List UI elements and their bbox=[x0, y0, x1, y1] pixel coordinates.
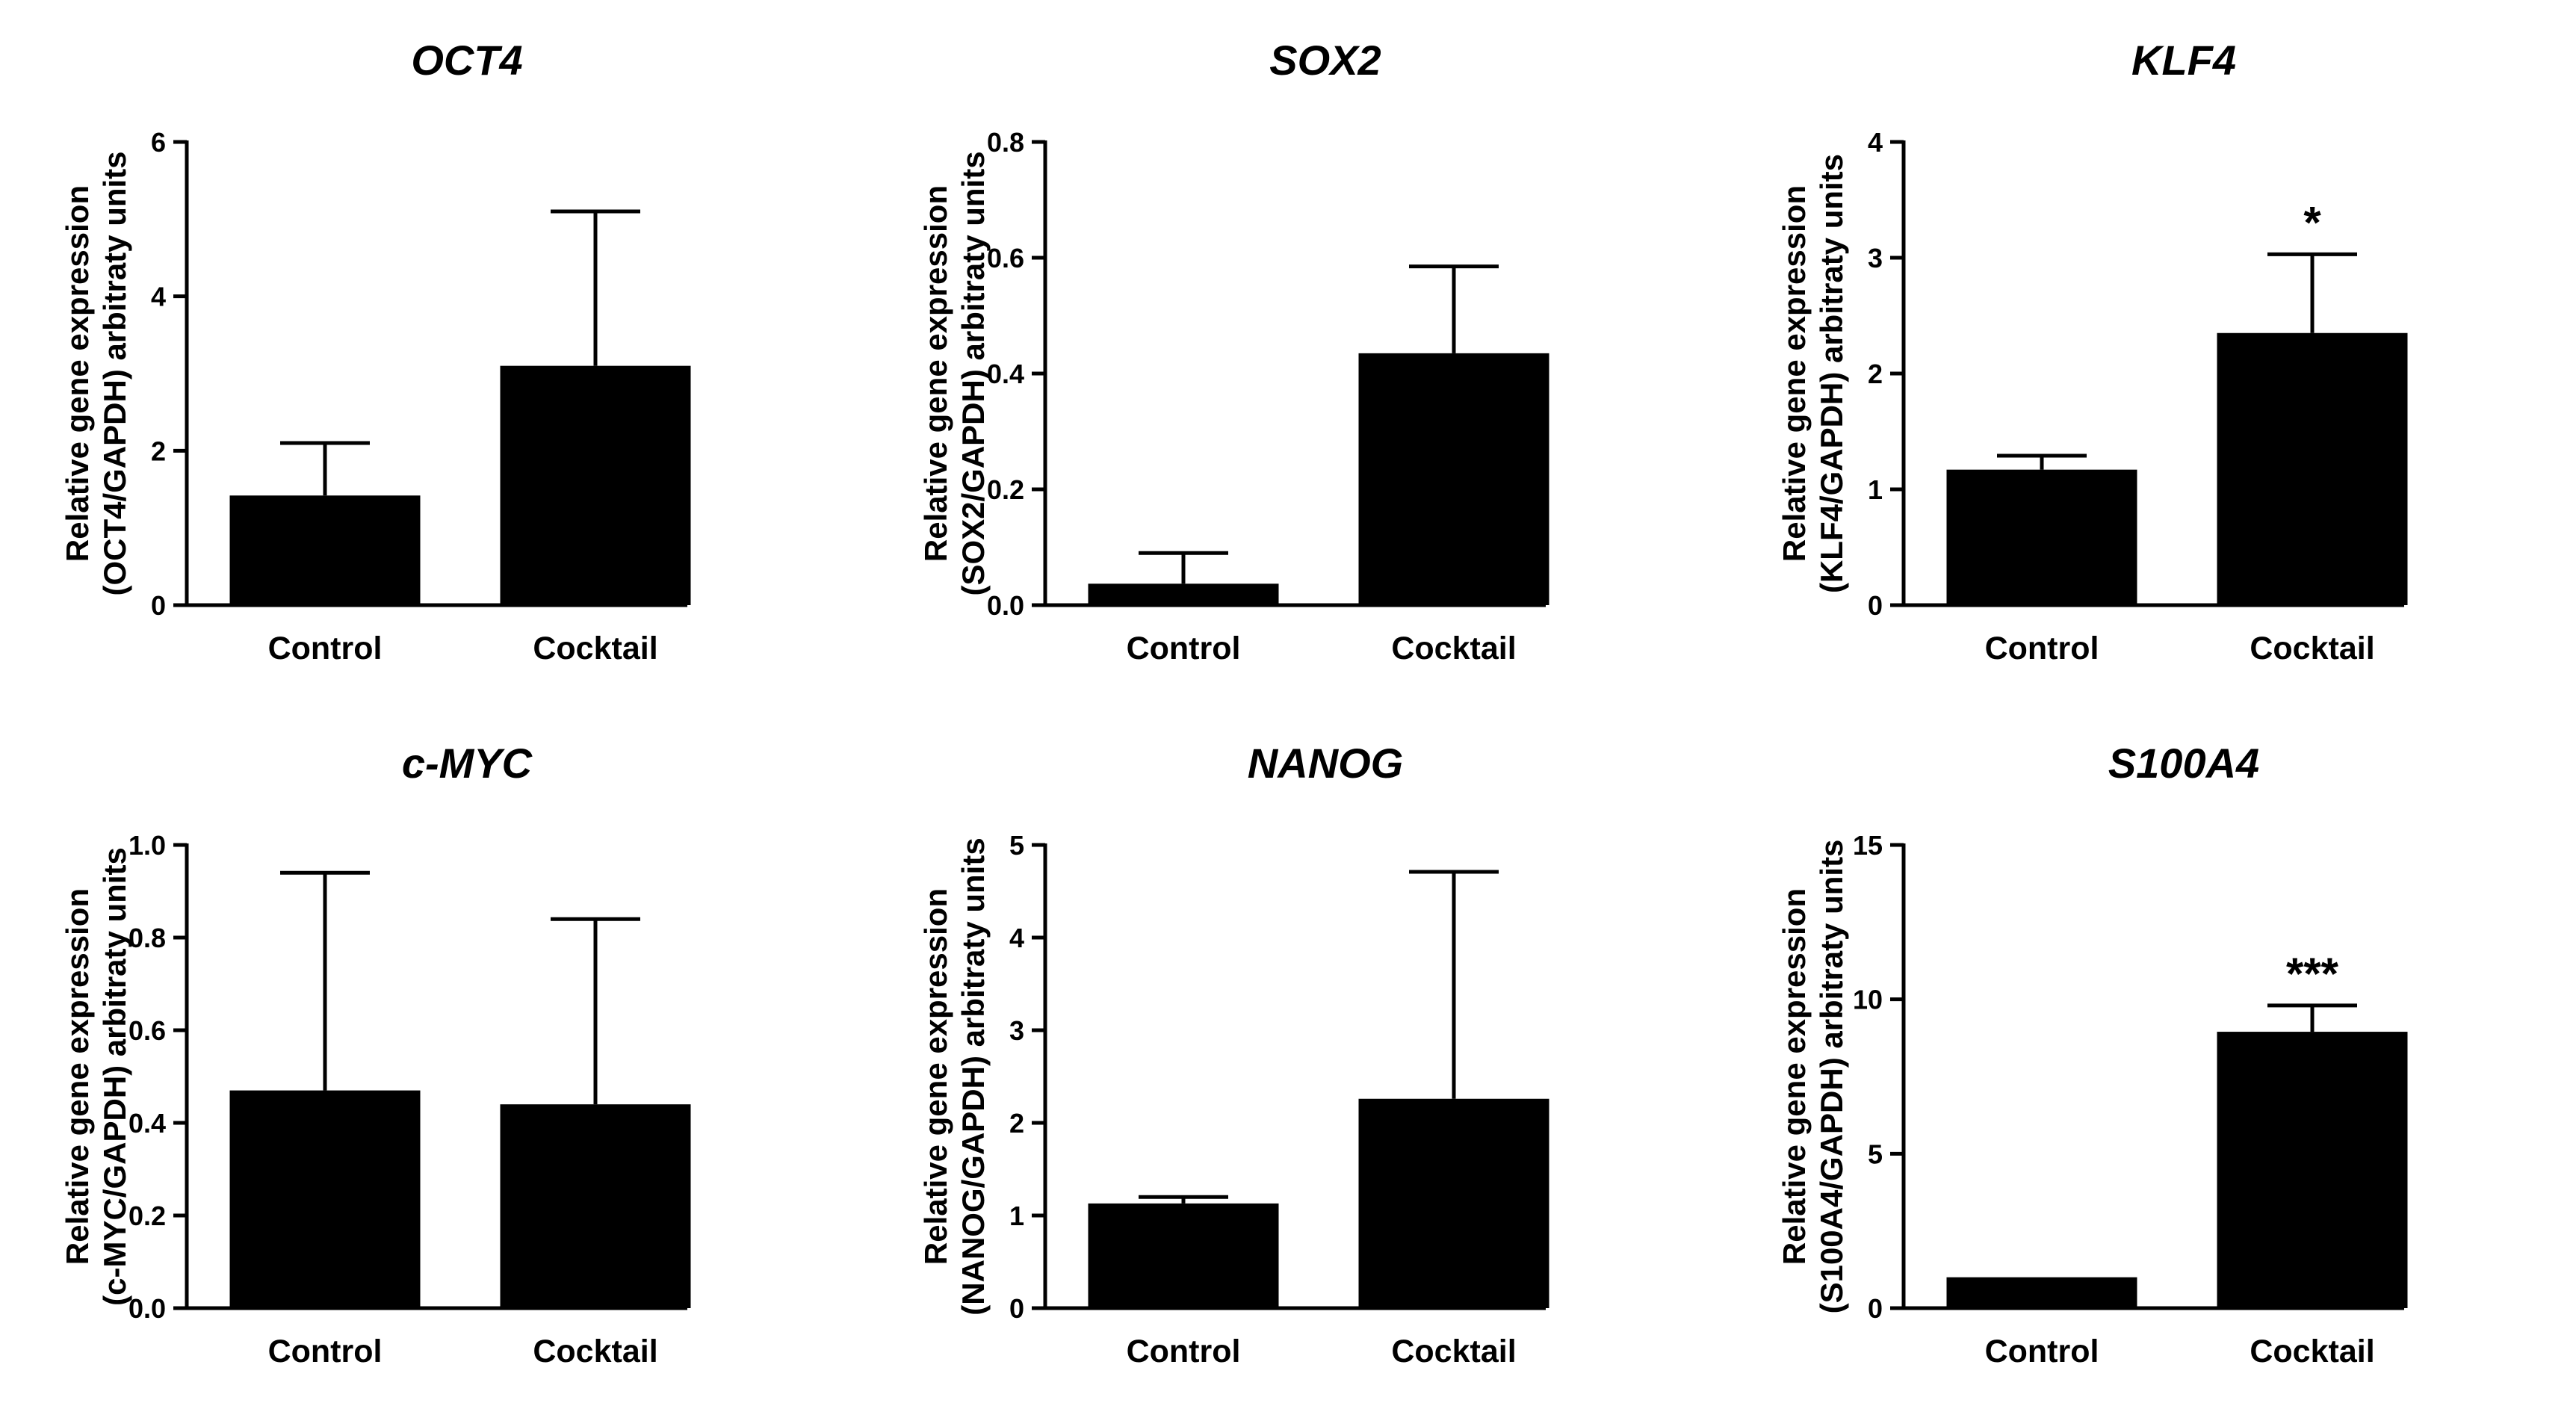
chart-svg: SOX2 Relative gene expression (SOX2/GAPDH)… bbox=[918, 37, 1549, 666]
x-category-label: Cocktail bbox=[1391, 1334, 1516, 1369]
y-tick-label: 1 bbox=[1009, 1201, 1024, 1231]
y-axis-label-line2: (KLF4/GAPDH) arbitraty units bbox=[1814, 154, 1849, 593]
y-tick-label: 3 bbox=[1868, 243, 1883, 273]
y-tick-label: 0 bbox=[1868, 1293, 1883, 1324]
bar-control bbox=[229, 495, 421, 605]
bar-control bbox=[229, 1090, 421, 1308]
x-category-label: Cocktail bbox=[2250, 631, 2374, 666]
x-category-label: Cocktail bbox=[533, 631, 657, 666]
y-axis-label-line1: Relative gene expression bbox=[1777, 185, 1812, 562]
y-tick-label: 3 bbox=[1009, 1015, 1024, 1046]
bar-control bbox=[1946, 1277, 2137, 1308]
chart-title: OCT4 bbox=[411, 37, 522, 84]
chart-panel-klf4: KLF4 Relative gene expression (KLF4/GAPDH)… bbox=[1717, 0, 2575, 703]
x-category-label: Control bbox=[1985, 1334, 2099, 1369]
y-tick-label: 0.2 bbox=[129, 1201, 166, 1231]
y-axis-label-line1: Relative gene expression bbox=[60, 185, 95, 562]
bar-control bbox=[1946, 469, 2137, 605]
bar-control bbox=[1088, 1203, 1279, 1308]
x-category-label: Cocktail bbox=[2250, 1334, 2374, 1369]
x-category-label: Control bbox=[1127, 1334, 1241, 1369]
chart-title: S100A4 bbox=[2108, 740, 2259, 787]
y-axis-label-line2: (S100A4/GAPDH) arbitraty units bbox=[1814, 840, 1849, 1314]
y-tick-label: 0.6 bbox=[129, 1015, 166, 1046]
y-tick-label: 10 bbox=[1853, 985, 1883, 1015]
significance-marker: *** bbox=[2286, 949, 2339, 999]
x-category-label: Control bbox=[268, 1334, 383, 1369]
bar-cocktail bbox=[500, 365, 691, 605]
y-tick-label: 0.0 bbox=[987, 590, 1024, 621]
y-tick-label: 2 bbox=[1009, 1108, 1024, 1139]
y-axis-label-line2: (OCT4/GAPDH) arbitraty units bbox=[97, 151, 132, 595]
chart-svg: c-MYC Relative gene expression (c-MYC/GAPD… bbox=[60, 740, 691, 1369]
x-category-label: Control bbox=[1985, 631, 2099, 666]
y-tick-label: 15 bbox=[1853, 830, 1883, 861]
y-tick-label: 0.2 bbox=[987, 474, 1024, 505]
chart-panel-nanog: NANOG Relative gene expression (NANOG/GAPD… bbox=[858, 703, 1717, 1406]
y-axis-label-line1: Relative gene expression bbox=[1777, 888, 1812, 1265]
chart-title: KLF4 bbox=[2131, 37, 2236, 84]
bar-cocktail bbox=[1358, 353, 1549, 605]
y-tick-label: 6 bbox=[151, 127, 166, 158]
y-tick-label: 0.6 bbox=[987, 243, 1024, 273]
y-axis-label-line1: Relative gene expression bbox=[918, 888, 953, 1265]
bar-cocktail bbox=[1358, 1098, 1549, 1308]
bar-cocktail bbox=[2217, 1032, 2408, 1308]
y-tick-label: 1 bbox=[1868, 474, 1883, 505]
y-axis-label-line2: (c-MYC/GAPDH) arbitraty units bbox=[97, 847, 132, 1306]
y-tick-label: 2 bbox=[1868, 359, 1883, 389]
chart-svg: NANOG Relative gene expression (NANOG/GAPD… bbox=[918, 740, 1549, 1369]
x-category-label: Control bbox=[1127, 631, 1241, 666]
y-axis-label-line1: Relative gene expression bbox=[60, 888, 95, 1265]
y-tick-label: 4 bbox=[1868, 127, 1883, 158]
y-tick-label: 0.4 bbox=[129, 1108, 166, 1139]
y-tick-label: 5 bbox=[1868, 1139, 1883, 1169]
y-tick-label: 0.4 bbox=[987, 359, 1024, 389]
chart-panel-sox2: SOX2 Relative gene expression (SOX2/GAPDH)… bbox=[858, 0, 1717, 703]
y-tick-label: 0 bbox=[151, 590, 166, 621]
bar-control bbox=[1088, 583, 1279, 605]
y-tick-label: 0.0 bbox=[129, 1293, 166, 1324]
chart-title: SOX2 bbox=[1269, 37, 1381, 84]
y-tick-label: 2 bbox=[151, 436, 166, 466]
chart-svg: KLF4 Relative gene expression (KLF4/GAPDH)… bbox=[1777, 37, 2408, 666]
chart-title: NANOG bbox=[1248, 740, 1403, 787]
chart-panel-s100a4: S100A4 Relative gene expression (S100A4/GA… bbox=[1717, 703, 2575, 1406]
chart-svg: S100A4 Relative gene expression (S100A4/GA… bbox=[1777, 740, 2408, 1369]
x-category-label: Cocktail bbox=[1391, 631, 1516, 666]
bar-cocktail bbox=[2217, 332, 2408, 605]
x-category-label: Cocktail bbox=[533, 1334, 657, 1369]
y-tick-label: 1.0 bbox=[129, 830, 166, 861]
bar-cocktail bbox=[500, 1104, 691, 1308]
significance-marker: * bbox=[2303, 197, 2321, 247]
y-tick-label: 0.8 bbox=[987, 127, 1024, 158]
chart-panel-c-myc: c-MYC Relative gene expression (c-MYC/GAPD… bbox=[0, 703, 858, 1406]
y-tick-label: 5 bbox=[1009, 830, 1024, 861]
y-tick-label: 0.8 bbox=[129, 923, 166, 953]
x-category-label: Control bbox=[268, 631, 383, 666]
y-axis-label-line2: (NANOG/GAPDH) arbitraty units bbox=[956, 837, 991, 1315]
y-tick-label: 0 bbox=[1009, 1293, 1024, 1324]
y-tick-label: 0 bbox=[1868, 590, 1883, 621]
y-axis-label-line2: (SOX2/GAPDH) arbitraty units bbox=[956, 151, 991, 595]
y-tick-label: 4 bbox=[1009, 923, 1024, 953]
y-tick-label: 4 bbox=[151, 282, 166, 312]
y-axis-label-line1: Relative gene expression bbox=[918, 185, 953, 562]
chart-svg: OCT4 Relative gene expression (OCT4/GAPDH)… bbox=[60, 37, 691, 666]
chart-title: c-MYC bbox=[402, 740, 533, 787]
chart-panel-oct4: OCT4 Relative gene expression (OCT4/GAPDH)… bbox=[0, 0, 858, 703]
